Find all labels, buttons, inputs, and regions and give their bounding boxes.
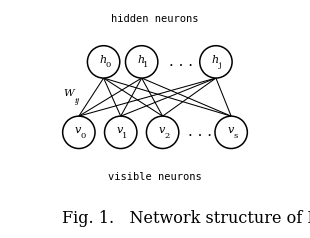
Text: W: W — [64, 89, 74, 98]
Text: hidden neurons: hidden neurons — [111, 14, 199, 24]
Text: 1: 1 — [122, 132, 128, 140]
Text: . . .: . . . — [169, 55, 193, 69]
Text: . . .: . . . — [188, 125, 212, 139]
Text: ij: ij — [74, 97, 79, 105]
Text: visible neurons: visible neurons — [108, 172, 202, 182]
Text: h: h — [211, 55, 219, 65]
Text: v: v — [75, 125, 81, 135]
Circle shape — [87, 46, 120, 78]
Circle shape — [104, 116, 137, 149]
Circle shape — [146, 116, 179, 149]
Text: 1: 1 — [143, 61, 148, 69]
Text: j: j — [219, 61, 221, 69]
Circle shape — [215, 116, 247, 149]
Text: v: v — [117, 125, 123, 135]
Text: v: v — [227, 125, 233, 135]
Text: h: h — [137, 55, 144, 65]
Text: 2: 2 — [164, 132, 170, 140]
Circle shape — [63, 116, 95, 149]
Text: 0: 0 — [80, 132, 86, 140]
Text: 0: 0 — [105, 61, 110, 69]
Text: Fig. 1.   Network structure of RBM: Fig. 1. Network structure of RBM — [62, 210, 310, 227]
Text: h: h — [99, 55, 106, 65]
Circle shape — [126, 46, 158, 78]
Circle shape — [200, 46, 232, 78]
Text: v: v — [158, 125, 165, 135]
Text: s: s — [233, 132, 237, 140]
